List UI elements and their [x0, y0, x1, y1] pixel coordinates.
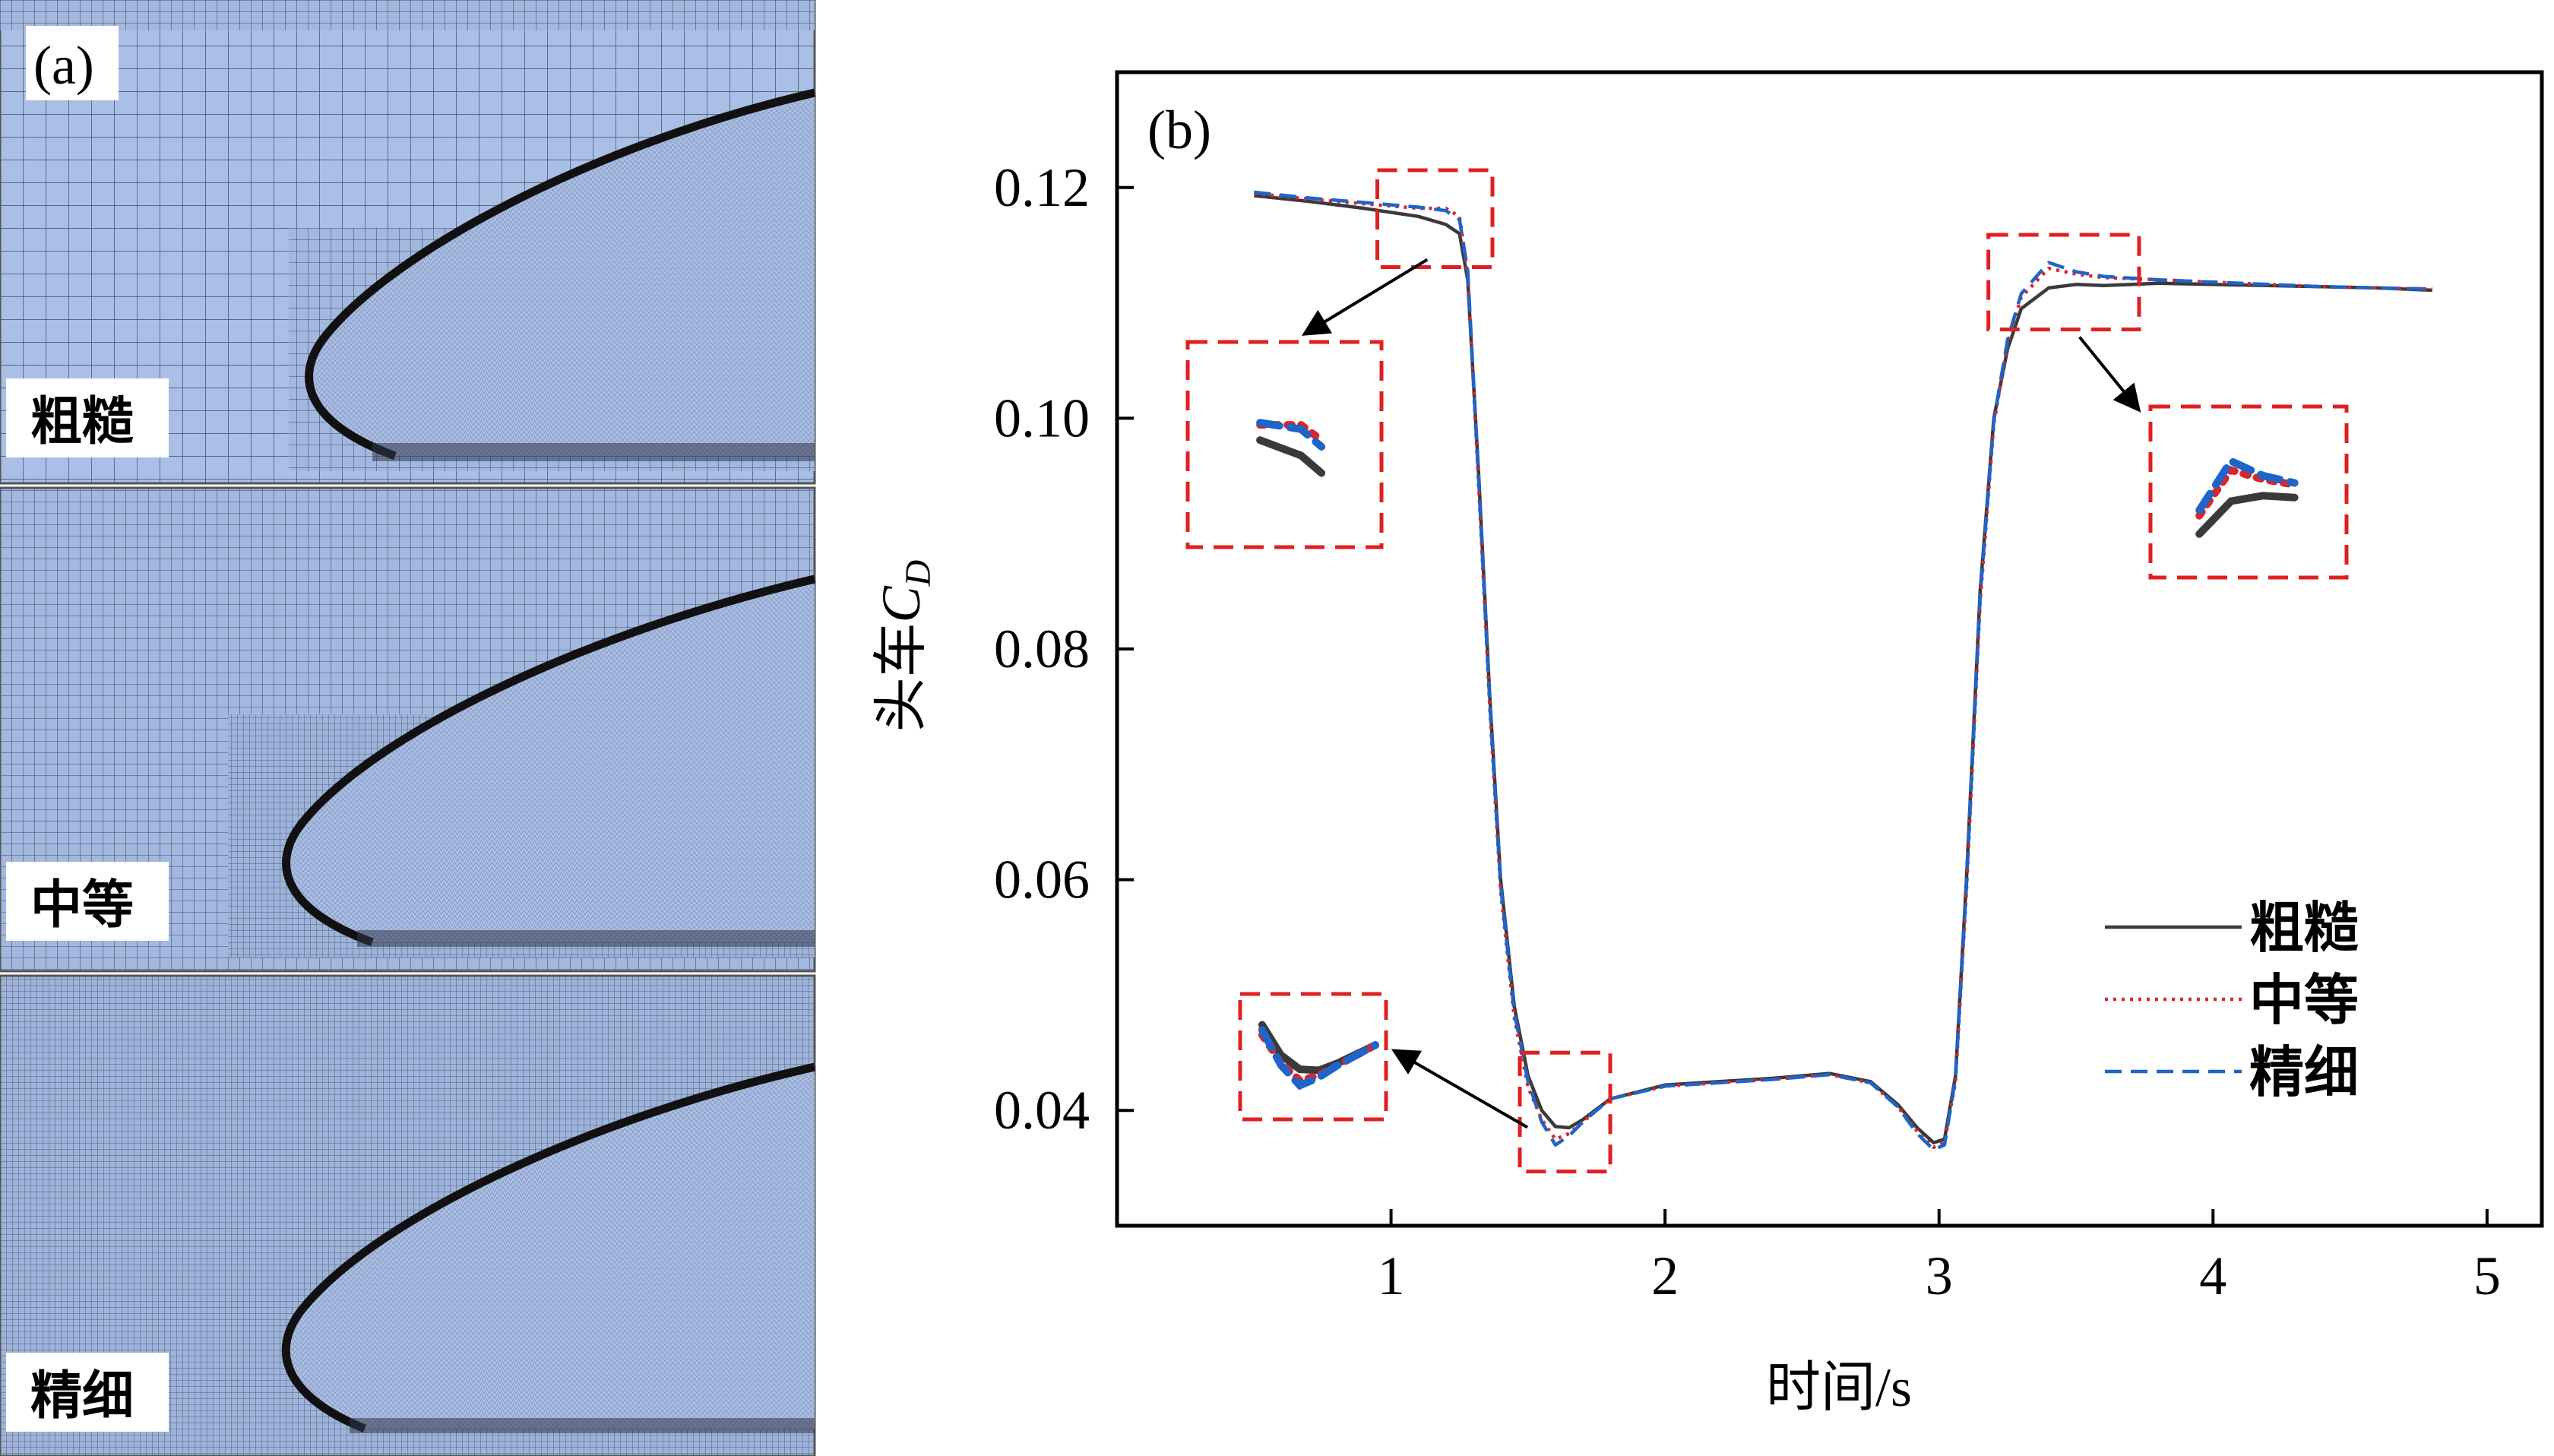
x-tick-label: 4 [2199, 1246, 2226, 1306]
inset-trough-box [1238, 992, 1388, 1122]
legend-label-3: 精细 [2249, 1040, 2359, 1104]
y-tick-label: 0.12 [994, 157, 1090, 218]
y-axis-label-subscript: D [898, 560, 938, 587]
legend-label-1: 粗糙 [2249, 896, 2359, 960]
x-tick-label: 2 [1651, 1246, 1679, 1306]
inset-plateau-top-series-3 [1256, 419, 1326, 451]
mesh-label-coarse: 粗糙 [30, 392, 134, 452]
series-layer [1254, 190, 2432, 1152]
inset-trough-series-3 [1258, 1026, 1379, 1090]
x-axis-ticks: 1 2 3 4 5 [1378, 1209, 2501, 1306]
mesh-panel-coarse: 粗糙 (a) [0, 0, 816, 485]
x-tick-label: 3 [1926, 1246, 1953, 1306]
y-tick-label: 0.06 [994, 850, 1090, 910]
inset-plateau-top-arrow [1301, 258, 1429, 336]
y-axis-label-symbol: C [871, 585, 932, 622]
mesh-label-fine: 精细 [30, 1366, 134, 1426]
inset-overshoot-region [1986, 233, 2141, 332]
y-tick-label: 0.04 [994, 1080, 1090, 1141]
series-line-3 [1254, 190, 2432, 1152]
inset-overshoot-arrow [2078, 336, 2141, 413]
y-tick-label: 0.10 [994, 388, 1090, 448]
y-axis-label-main: 头车 [871, 622, 932, 732]
x-tick-label: 5 [2473, 1246, 2501, 1306]
inset-layer [1185, 168, 2349, 1174]
panel-b: (b) 1 2 3 4 5 0.04 0.06 0.08 0.10 0.12 时间/s 头车CD… [871, 70, 2544, 1418]
y-tick-label: 0.08 [994, 619, 1090, 679]
inset-plateau-top-region [1375, 168, 1495, 270]
panel-b-tag: (b) [1147, 100, 1211, 160]
panel-a-tag: (a) [33, 35, 94, 96]
legend-label-2: 中等 [2249, 968, 2359, 1032]
inset-trough-arrow [1391, 1049, 1529, 1129]
y-axis-ticks: 0.04 0.06 0.08 0.10 0.12 [994, 157, 1134, 1141]
inset-overshoot-series-1 [2195, 492, 2299, 538]
inset-plateau-top-box [1185, 340, 1384, 549]
y-axis-label: 头车CD [871, 560, 938, 733]
inset-trough-region [1518, 1050, 1612, 1174]
mesh-label-medium: 中等 [30, 875, 134, 935]
inset-plateau-top-series-1 [1256, 436, 1326, 477]
inset-overshoot-box [2148, 404, 2349, 580]
inset-overshoot-series-2 [2195, 465, 2299, 520]
inset-overshoot-series-3 [2195, 456, 2299, 514]
x-tick-label: 1 [1378, 1246, 1405, 1306]
mesh-panel-medium: 中等 [0, 486, 816, 973]
panel-a: 粗糙 (a) 中等 精细 [0, 0, 816, 1456]
mesh-panel-fine: 精细 [0, 974, 816, 1456]
x-axis-label: 时间/s [1766, 1357, 1912, 1418]
